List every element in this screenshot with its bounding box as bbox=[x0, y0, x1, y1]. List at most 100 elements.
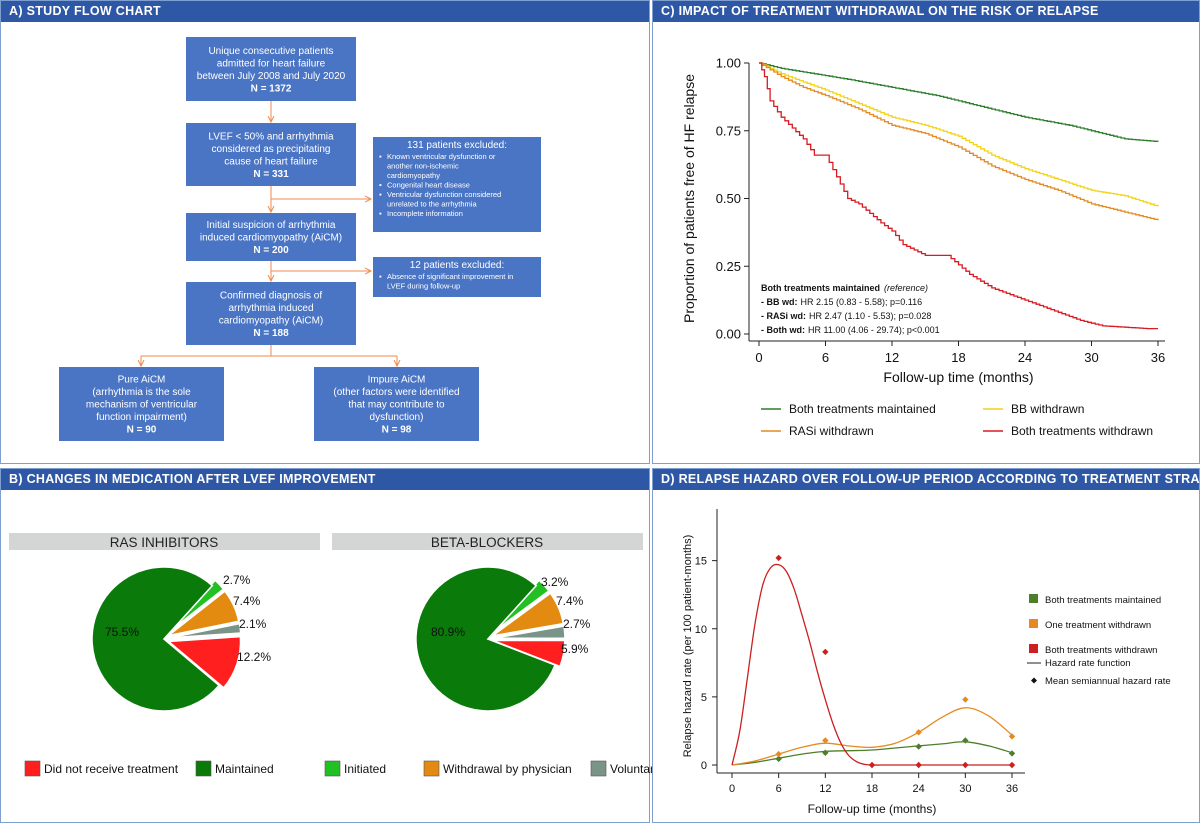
exclusion-box-2-item: LVEF during follow-up bbox=[387, 282, 460, 291]
beta-blockers-label-maintained: 80.9% bbox=[431, 625, 465, 639]
km-annotation-title: Both treatments maintained (reference) bbox=[761, 283, 928, 293]
hazard-point-both-treatments-maintained bbox=[962, 737, 969, 744]
hazard-point-both-treatments-maintained bbox=[915, 743, 922, 750]
ras-inhibitors-label-maintained: 75.5% bbox=[105, 625, 139, 639]
panel-c-title: C) IMPACT OF TREATMENT WITHDRAWAL ON THE… bbox=[653, 1, 1199, 22]
flow-box-lvef-line: cause of heart failure bbox=[224, 156, 318, 167]
hazard-curve-one-treatment-withdrawn bbox=[731, 707, 1013, 766]
hazard-x-label: Follow-up time (months) bbox=[808, 802, 937, 816]
flow-box-pure-line: mechanism of ventricular bbox=[86, 400, 198, 411]
exclusion-box-1: 131 patients excluded: ▪ Known ventricular… bbox=[373, 137, 541, 232]
km-x-tick-label: 30 bbox=[1084, 350, 1098, 365]
flow-box-pure-bg bbox=[59, 367, 224, 441]
ras-inhibitors-title: RAS INHIBITORS bbox=[110, 535, 219, 550]
exclusion-box-2-item: Absence of significant improvement in bbox=[387, 272, 513, 281]
flow-box-impure-bg bbox=[314, 367, 479, 441]
exclusion-box-1-item: Known ventricular dysfunction or bbox=[387, 152, 496, 161]
ras-inhibitors-slice-did-not-receive-treatment bbox=[166, 635, 242, 689]
flow-box-patients-count: N = 1372 bbox=[251, 83, 292, 94]
exclusion-box-2-bullet: ▪ bbox=[379, 272, 382, 281]
km-series-rasi-withdrawn bbox=[759, 62, 1159, 221]
flow-box-confirmed-line: Confirmed diagnosis of bbox=[220, 290, 322, 301]
pie-legend-swatch bbox=[423, 760, 440, 777]
km-legend-label: RASi withdrawn bbox=[789, 424, 874, 438]
km-annotation-title-suffix: (reference) bbox=[884, 283, 928, 293]
panel-relapse-risk: C) IMPACT OF TREATMENT WITHDRAWAL ON THE… bbox=[652, 0, 1200, 464]
flow-box-suspicion: Initial suspicion of arrhythmia induced c… bbox=[186, 213, 356, 261]
pie-legend-label: Withdrawal by physician bbox=[443, 762, 572, 776]
hazard-x-tick-label: 12 bbox=[819, 783, 831, 795]
beta-blockers-label-did-not-receive-treatment: 5.9% bbox=[561, 642, 589, 656]
beta-blockers-title: BETA-BLOCKERS bbox=[431, 535, 543, 550]
km-y-tick-label: 0.50 bbox=[716, 191, 741, 206]
flow-box-suspicion-count: N = 200 bbox=[253, 245, 289, 256]
beta-blockers-title-bar bbox=[332, 533, 643, 550]
pie-legend-swatch bbox=[324, 760, 341, 777]
exclusion-box-1-item: another non-ischemic bbox=[387, 162, 459, 171]
beta-blockers-slice-voluntary-withdrawal bbox=[492, 625, 566, 640]
flow-box-suspicion-bg bbox=[186, 213, 356, 261]
ras-inhibitors-slice-maintained bbox=[91, 566, 221, 712]
km-annotation-row-text: HR 2.47 (1.10 - 5.53); p=0.028 bbox=[809, 311, 931, 321]
km-annotation-title-main: Both treatments maintained bbox=[761, 283, 880, 293]
exclusion-box-1-bullet: ▪ bbox=[379, 190, 382, 199]
pie-charts: RAS INHIBITORS 2.7% 7.4% 2.1% 12.2% 75.5% BETA… bbox=[9, 533, 720, 777]
km-x-tick-label: 24 bbox=[1018, 350, 1032, 365]
hazard-legend-label: Both treatments maintained bbox=[1045, 595, 1161, 606]
flow-box-lvef-line: considered as precipitating bbox=[212, 144, 331, 155]
ras-inhibitors-label-initiated: 2.7% bbox=[223, 573, 251, 587]
km-x-tick-label: 36 bbox=[1151, 350, 1165, 365]
pie-legend-swatch bbox=[24, 760, 41, 777]
ras-inhibitors-slice-withdrawal-by-physician bbox=[167, 590, 240, 637]
km-annotation-row-label: - RASi wd: bbox=[761, 311, 806, 321]
flow-box-patients-bg bbox=[186, 37, 356, 101]
hazard-y-tick-label: 0 bbox=[701, 760, 707, 772]
flow-box-patients-line: admitted for heart failure bbox=[217, 58, 326, 69]
panel-medication-changes: B) CHANGES IN MEDICATION AFTER LVEF IMPR… bbox=[0, 468, 720, 823]
flow-box-patients-line: Unique consecutive patients bbox=[208, 46, 333, 57]
flow-box-pure-line: Pure AiCM bbox=[118, 375, 166, 386]
hazard-legend-swatch bbox=[1029, 594, 1038, 603]
flow-box-confirmed-line: arrhythmia induced bbox=[228, 303, 313, 314]
exclusion-box-1-item: Congenital heart disease bbox=[387, 181, 470, 190]
km-x-label: Follow-up time (months) bbox=[883, 369, 1033, 385]
hazard-point-both-treatments-withdrawn bbox=[1008, 761, 1016, 769]
hazard-x-tick-label: 0 bbox=[729, 783, 735, 795]
hazard-legend-points: Mean semiannual hazard rate bbox=[1045, 676, 1171, 687]
hazard-chart: 0 5 10 15 0 6 12 18 24 30 36 Follow-up time (months… bbox=[682, 509, 1171, 816]
km-y-tick-label: 0.75 bbox=[716, 123, 741, 138]
beta-blockers-label-voluntary-withdrawal: 2.7% bbox=[563, 617, 591, 631]
flow-box-impure-line: (other factors were identified bbox=[333, 387, 459, 398]
km-annotation-row-label: - BB wd: bbox=[761, 297, 798, 307]
km-series-both-treatments-withdrawn bbox=[759, 62, 1158, 330]
panel-d-title: D) RELAPSE HAZARD OVER FOLLOW-UP PERIOD … bbox=[653, 469, 1199, 490]
hazard-legend-curve: Hazard rate function bbox=[1045, 658, 1131, 669]
exclusion-box-1-bullet: ▪ bbox=[379, 152, 382, 161]
hazard-point-one-treatment-withdrawn bbox=[1008, 733, 1016, 740]
hazard-point-both-treatments-withdrawn bbox=[915, 761, 922, 769]
flow-box-pure-count: N = 90 bbox=[127, 425, 157, 436]
ras-inhibitors-label-did-not-receive-treatment: 12.2% bbox=[237, 650, 271, 664]
km-annotation-row: - RASi wd: HR 2.47 (1.10 - 5.53); p=0.028 bbox=[761, 311, 931, 321]
hazard-point-one-treatment-withdrawn bbox=[775, 750, 782, 758]
flow-box-pure-line: (arrhythmia is the sole bbox=[92, 387, 191, 398]
flow-box-confirmed-count: N = 188 bbox=[253, 328, 289, 339]
beta-blockers-slice-withdrawal-by-physician bbox=[491, 592, 565, 637]
exclusion-box-1-bullet: ▪ bbox=[379, 181, 382, 190]
pie-legend-label: Did not receive treatment bbox=[44, 762, 179, 776]
pie-legend-swatch bbox=[195, 760, 212, 777]
hazard-curve-both-treatments-maintained bbox=[731, 741, 1013, 766]
km-y-tick-label: 1.00 bbox=[716, 56, 741, 71]
exclusion-box-1-item: unrelated to the arrhythmia bbox=[387, 200, 477, 209]
hazard-point-both-treatments-maintained bbox=[1008, 750, 1016, 757]
hazard-x-tick-label: 6 bbox=[776, 783, 782, 795]
pie-legend-label: Initiated bbox=[344, 762, 386, 776]
hazard-y-tick-label: 10 bbox=[695, 624, 707, 636]
exclusion-box-2-title: 12 patients excluded: bbox=[410, 260, 505, 271]
hazard-x-tick-label: 30 bbox=[959, 783, 971, 795]
km-annotation-row: - BB wd: HR 2.15 (0.83 - 5.58); p=0.116 bbox=[761, 297, 922, 307]
flow-box-suspicion-line: Initial suspicion of arrhythmia bbox=[207, 220, 336, 231]
flow-box-confirmed: Confirmed diagnosis of arrhythmia induced… bbox=[186, 282, 356, 345]
km-annotation-row-text: HR 11.00 (4.06 - 29.74); p<0.001 bbox=[808, 325, 940, 335]
